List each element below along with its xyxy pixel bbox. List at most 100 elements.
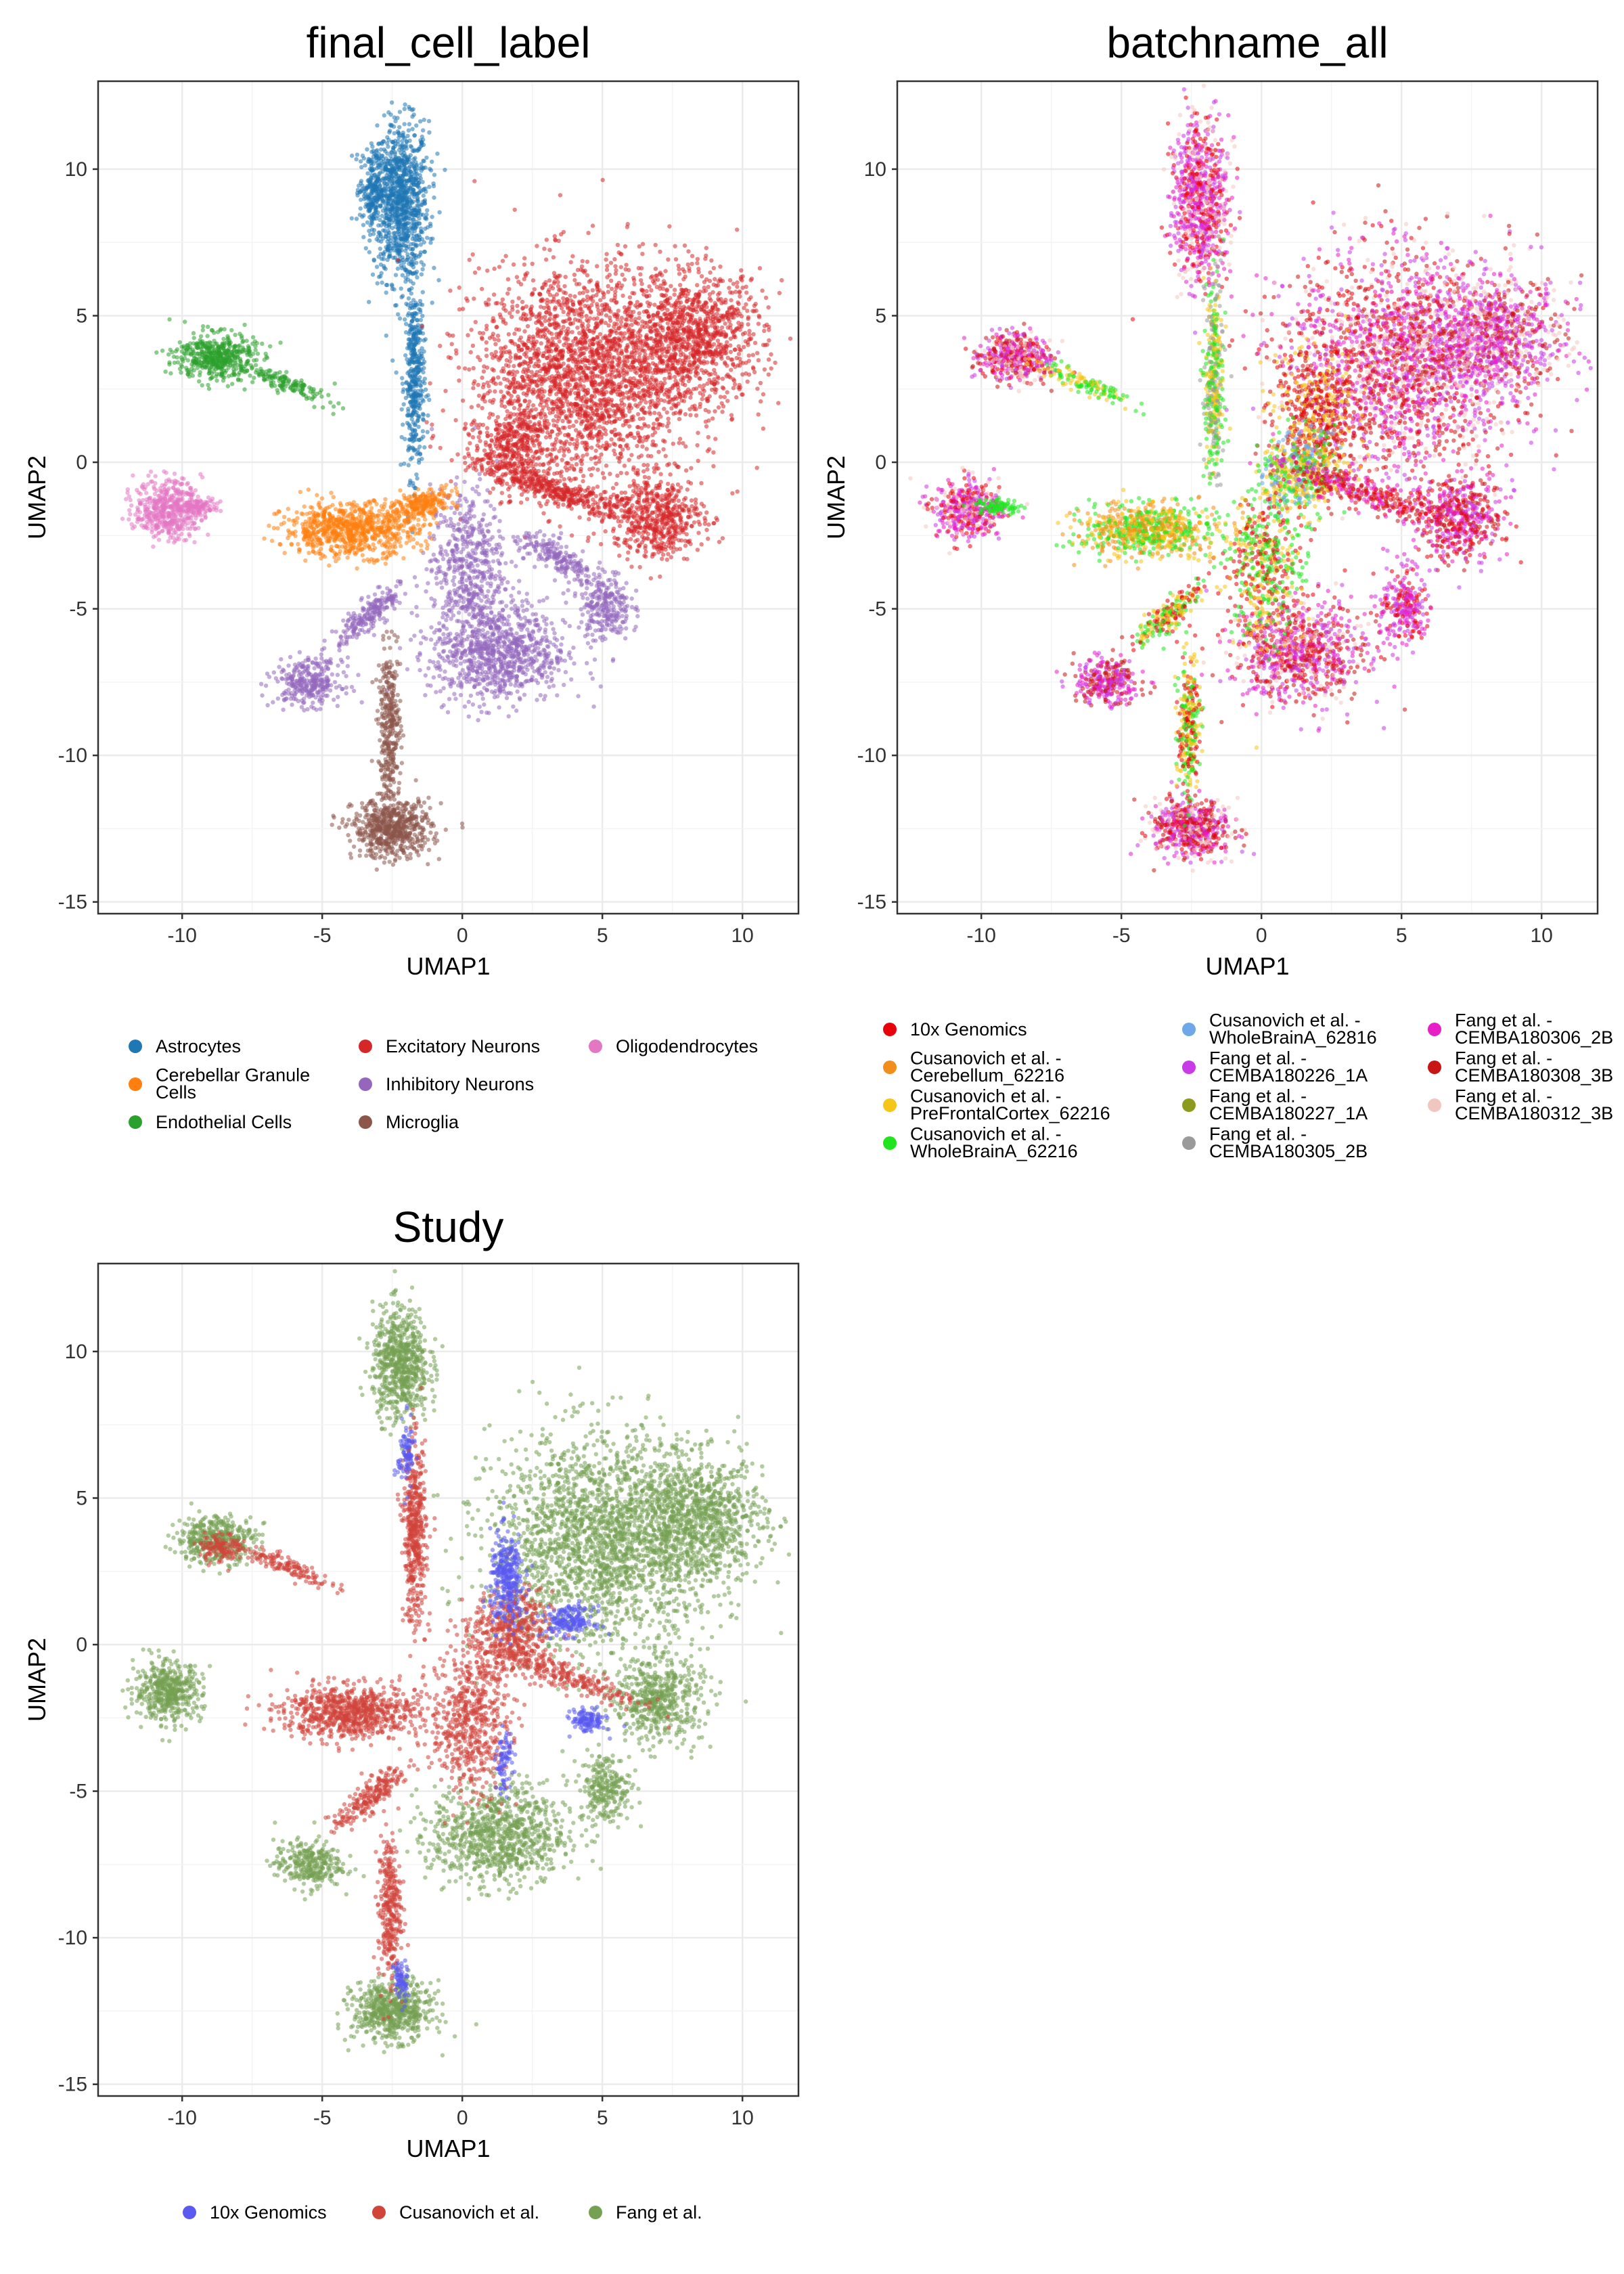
data-point: [653, 338, 658, 342]
data-point: [669, 406, 674, 411]
data-point: [713, 300, 717, 305]
data-point: [658, 315, 663, 320]
data-point: [602, 475, 607, 481]
data-point: [579, 264, 585, 269]
data-point: [744, 302, 748, 307]
data-point: [421, 412, 426, 418]
data-point: [696, 270, 701, 275]
data-point: [603, 369, 608, 374]
data-point: [506, 332, 511, 337]
data-point: [363, 163, 367, 168]
data-point: [677, 417, 682, 422]
data-point: [707, 378, 712, 382]
data-point: [529, 313, 534, 317]
data-point: [505, 378, 510, 382]
data-point: [481, 382, 487, 387]
data-point: [637, 311, 641, 316]
data-point: [652, 303, 657, 307]
data-point: [667, 317, 672, 322]
data-point: [377, 274, 382, 280]
data-point: [402, 185, 407, 190]
data-point: [408, 169, 413, 175]
data-point: [581, 384, 586, 389]
data-point: [682, 319, 687, 324]
data-point: [720, 376, 725, 381]
data-point: [403, 153, 408, 158]
data-point: [517, 363, 522, 367]
data-point: [386, 144, 390, 149]
data-point: [686, 324, 691, 330]
data-point: [663, 311, 668, 316]
data-point: [411, 182, 417, 187]
data-point: [523, 342, 528, 347]
data-point: [530, 378, 535, 384]
data-point: [612, 451, 617, 457]
data-point: [746, 315, 751, 320]
data-point: [543, 315, 547, 319]
data-point: [361, 223, 366, 227]
data-point: [575, 434, 581, 439]
data-point: [436, 277, 441, 283]
data-point: [604, 257, 608, 262]
data-point: [604, 463, 609, 468]
data-point: [644, 289, 649, 294]
data-point: [556, 426, 561, 431]
data-point: [746, 322, 750, 327]
data-point: [420, 290, 425, 294]
data-point: [591, 351, 596, 355]
data-point: [456, 365, 461, 370]
data-point: [763, 295, 769, 300]
data-point: [613, 289, 618, 294]
data-point: [656, 401, 661, 406]
data-point: [589, 436, 595, 441]
data-point: [565, 382, 570, 386]
data-point: [538, 368, 543, 374]
data-point: [604, 403, 608, 407]
data-point: [572, 442, 577, 447]
data-point: [646, 434, 651, 439]
data-point: [556, 406, 562, 411]
data-point: [561, 361, 566, 366]
data-point: [457, 285, 461, 290]
data-point: [595, 405, 600, 410]
data-point: [640, 319, 645, 324]
data-point: [387, 130, 392, 135]
data-point: [418, 338, 423, 342]
data-point: [549, 359, 554, 363]
data-point: [551, 255, 556, 260]
data-point: [612, 257, 617, 262]
data-point: [574, 462, 579, 467]
data-point: [610, 386, 615, 391]
data-point: [505, 390, 510, 395]
data-point: [664, 410, 669, 415]
data-point: [575, 326, 580, 330]
data-point: [395, 266, 401, 271]
data-point: [476, 355, 480, 359]
data-point: [388, 246, 394, 250]
data-point: [387, 225, 392, 229]
data-point: [551, 271, 557, 275]
data-point: [624, 263, 629, 267]
data-point: [662, 407, 667, 411]
data-point: [717, 351, 723, 355]
data-point: [716, 405, 721, 410]
data-point: [418, 379, 422, 384]
data-point: [655, 277, 660, 282]
data-point: [736, 301, 741, 307]
data-point: [601, 414, 606, 419]
data-point: [417, 185, 422, 190]
data-point: [400, 381, 405, 386]
data-point: [467, 257, 472, 263]
data-point: [524, 317, 528, 321]
data-point: [624, 384, 629, 388]
data-point: [571, 424, 576, 428]
data-point: [367, 250, 371, 254]
data-point: [412, 409, 418, 414]
data-point: [570, 302, 576, 307]
data-point: [420, 429, 426, 434]
data-point: [561, 309, 566, 315]
data-point: [564, 340, 568, 346]
data-point: [550, 286, 556, 291]
data-point: [413, 242, 418, 247]
data-point: [565, 369, 570, 374]
